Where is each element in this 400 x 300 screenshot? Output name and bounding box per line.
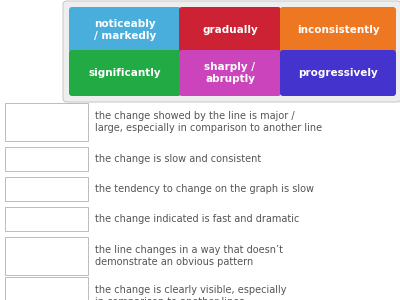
FancyBboxPatch shape xyxy=(280,7,396,53)
FancyBboxPatch shape xyxy=(179,50,281,96)
FancyBboxPatch shape xyxy=(5,177,88,201)
Text: the change showed by the line is major /
large, especially in comparison to anot: the change showed by the line is major /… xyxy=(95,111,322,133)
FancyBboxPatch shape xyxy=(179,7,281,53)
FancyBboxPatch shape xyxy=(5,103,88,141)
FancyBboxPatch shape xyxy=(5,207,88,231)
Text: inconsistently: inconsistently xyxy=(297,25,379,35)
Text: the change is slow and consistent: the change is slow and consistent xyxy=(95,154,261,164)
Text: noticeably
/ markedly: noticeably / markedly xyxy=(94,19,156,41)
Text: the change indicated is fast and dramatic: the change indicated is fast and dramati… xyxy=(95,214,299,224)
Text: significantly: significantly xyxy=(89,68,161,78)
FancyBboxPatch shape xyxy=(69,7,181,53)
FancyBboxPatch shape xyxy=(5,237,88,275)
FancyBboxPatch shape xyxy=(280,50,396,96)
Text: the tendency to change on the graph is slow: the tendency to change on the graph is s… xyxy=(95,184,314,194)
FancyBboxPatch shape xyxy=(63,1,400,102)
Text: gradually: gradually xyxy=(202,25,258,35)
FancyBboxPatch shape xyxy=(5,277,88,300)
Text: progressively: progressively xyxy=(298,68,378,78)
Text: the line changes in a way that doesn’t
demonstrate an obvious pattern: the line changes in a way that doesn’t d… xyxy=(95,245,283,267)
FancyBboxPatch shape xyxy=(69,50,181,96)
Text: sharply /
abruptly: sharply / abruptly xyxy=(204,62,256,84)
Text: the change is clearly visible, especially
in comparison to another lines: the change is clearly visible, especiall… xyxy=(95,285,286,300)
FancyBboxPatch shape xyxy=(5,147,88,171)
